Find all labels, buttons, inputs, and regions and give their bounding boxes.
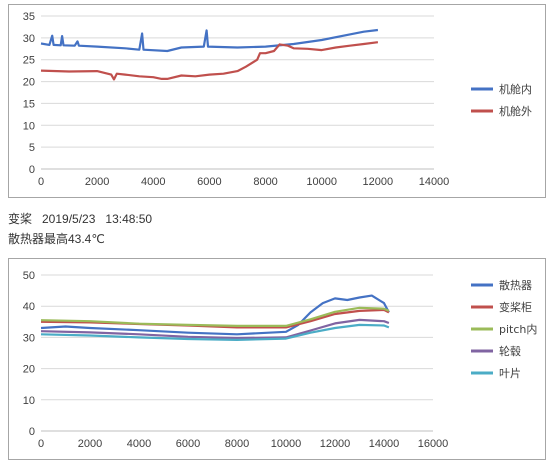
- legend-label: 轮毂: [499, 344, 521, 358]
- y-tick-label: 10: [23, 120, 35, 132]
- series-line-3: [40, 306, 390, 327]
- series-line-4: [40, 318, 390, 340]
- x-tick-label: 4000: [127, 438, 151, 450]
- x-tick-label: 10000: [271, 438, 302, 450]
- y-tick-label: 35: [23, 11, 35, 23]
- y-tick-label: 40: [23, 301, 35, 313]
- y-tick-label: 50: [23, 270, 35, 282]
- x-tick-label: 0: [38, 438, 44, 450]
- chart-nacelle-svg: 0 5 10 15 20 25 30 35 0 2000 4000 6000 8000 10000 1200…: [23, 11, 532, 188]
- x-tick-label: 6000: [197, 176, 221, 188]
- x-tick-label: 16000: [418, 438, 449, 450]
- x-tick-label: 12000: [363, 176, 394, 188]
- y-tick-label: 0: [29, 164, 35, 176]
- x-tick-label: 0: [38, 176, 44, 188]
- timestamp-caption: 变桨 2019/5/23 13:48:50: [8, 212, 153, 226]
- y-tick-label: 25: [23, 55, 35, 67]
- y-tick-label: 30: [23, 332, 35, 344]
- y-tick-label: 15: [23, 98, 35, 110]
- chart-nacelle-temperature: 0 5 10 15 20 25 30 35 0 2000 4000 6000 8000 10000 1200…: [8, 4, 546, 198]
- series-line-1: [40, 294, 390, 336]
- x-tick-label: 8000: [253, 176, 277, 188]
- legend-label: pitch内: [499, 322, 537, 336]
- legend-label: 散热器: [499, 278, 532, 292]
- series-line-5: [40, 323, 390, 341]
- legend-label: 机舱外: [499, 104, 532, 118]
- x-tick-label: 14000: [369, 438, 400, 450]
- legend-label: 变桨柜: [499, 300, 532, 314]
- max-temperature-caption: 散热器最高43.4℃: [8, 232, 105, 246]
- y-tick-label: 0: [29, 426, 35, 438]
- series-line-1: [40, 28, 379, 53]
- x-tick-label: 14000: [419, 176, 450, 188]
- chart-pitch-svg: 0 10 20 30 40 50 0 2000 4000 6000 8000 10000 12000 14…: [23, 270, 538, 450]
- x-tick-label: 2000: [78, 438, 102, 450]
- x-tick-label: 4000: [141, 176, 165, 188]
- y-tick-label: 20: [23, 77, 35, 89]
- y-tick-label: 30: [23, 33, 35, 45]
- series-line-2: [40, 41, 379, 81]
- x-tick-label: 10000: [306, 176, 337, 188]
- y-tick-label: 20: [23, 364, 35, 376]
- x-tick-label: 6000: [176, 438, 200, 450]
- x-tick-label: 2000: [85, 176, 109, 188]
- legend-label: 机舱内: [499, 82, 532, 96]
- x-tick-label: 8000: [225, 438, 249, 450]
- legend-label: 叶片: [499, 367, 521, 380]
- y-tick-label: 10: [23, 395, 35, 407]
- x-tick-label: 12000: [320, 438, 351, 450]
- chart-pitch-temperature: 0 10 20 30 40 50 0 2000 4000 6000 8000 10000 12000 14…: [8, 258, 546, 460]
- y-tick-label: 5: [29, 142, 35, 154]
